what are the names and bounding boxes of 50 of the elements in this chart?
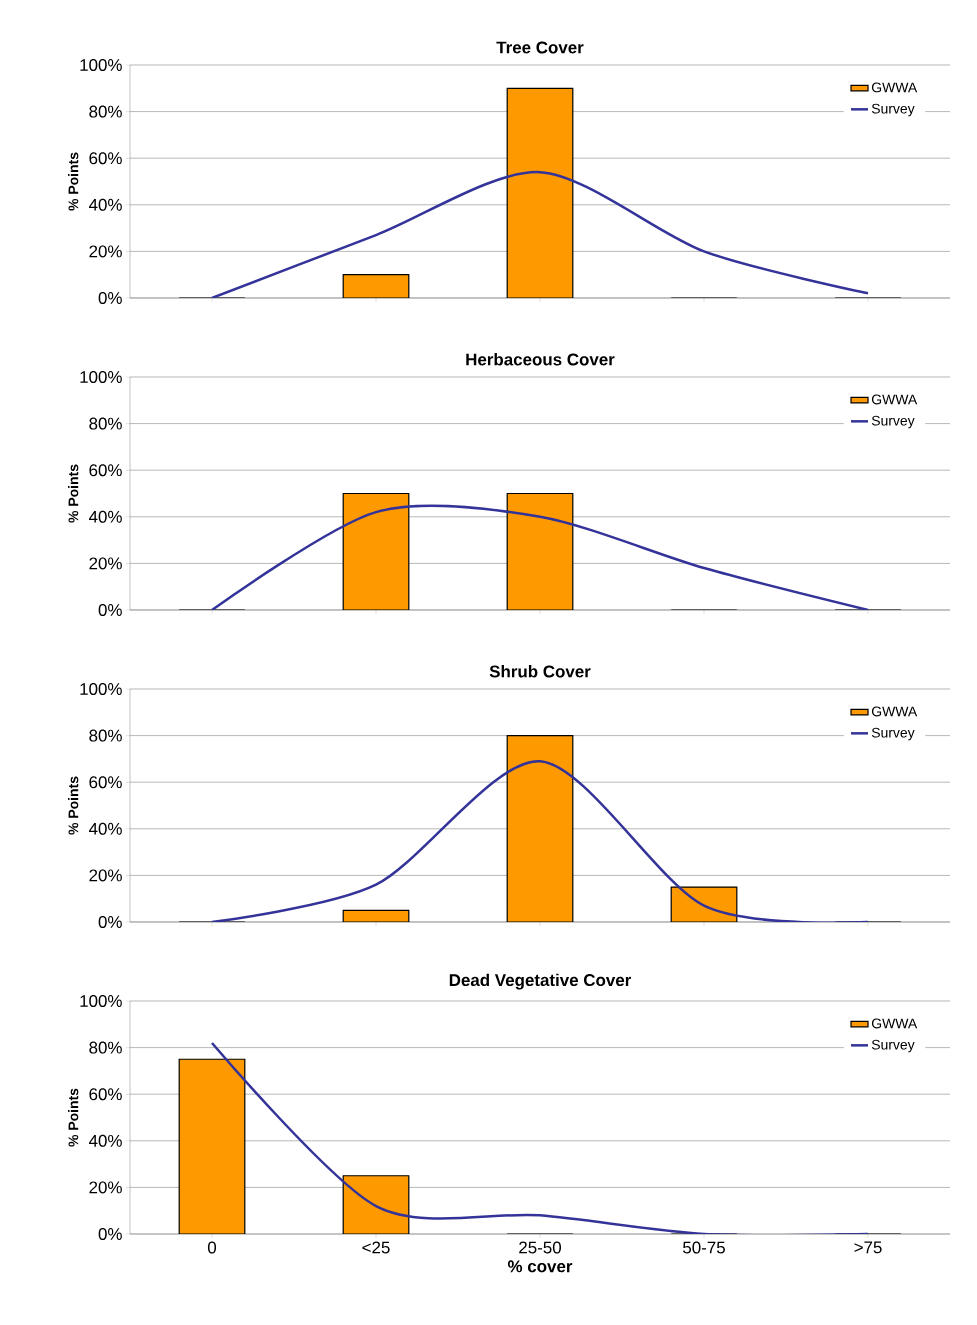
legend-label: GWWA	[871, 82, 918, 93]
chart-title: Shrub Cover	[489, 665, 591, 678]
x-tick-label: <25	[362, 1241, 390, 1254]
y-tick-label: 60%	[89, 464, 122, 477]
y-tick-label: 60%	[89, 776, 122, 789]
x-tick-label: 25-50	[519, 1241, 561, 1254]
x-tick-label: 50-75	[683, 1241, 725, 1254]
bar	[506, 734, 574, 922]
legend-label: Survey	[871, 727, 915, 741]
y-tick-label: 40%	[88, 510, 122, 523]
y-tick-label: 20%	[89, 245, 122, 258]
legend-label: GWWA	[871, 394, 918, 405]
y-tick-label: 40%	[88, 198, 122, 211]
y-tick-label: 80%	[89, 105, 122, 118]
y-tick-label: 60%	[89, 1088, 122, 1101]
y-axis-title: % Points	[68, 1088, 79, 1147]
y-tick-label: 0%	[98, 1228, 122, 1240]
y-tick-label: 0%	[98, 603, 122, 616]
chart-title: Dead Vegetative Cover	[449, 973, 632, 990]
y-axis-title: % Points	[68, 776, 79, 835]
legend-label: GWWA	[871, 1018, 918, 1029]
y-tick-label: 100%	[80, 370, 122, 383]
y-axis-title: % Points	[68, 152, 79, 211]
line-series	[210, 759, 870, 922]
y-tick-label: 40%	[88, 822, 122, 835]
x-tick-label: 0	[207, 1241, 217, 1254]
y-tick-label: 80%	[89, 729, 122, 742]
chart-title: Tree Cover	[496, 41, 584, 54]
y-tick-label: 80%	[89, 1041, 122, 1054]
legend-label: Survey	[871, 415, 915, 429]
y-tick-label: 0%	[98, 291, 122, 304]
y-axis-title: % Points	[68, 464, 79, 523]
y-tick-label: 20%	[89, 1181, 122, 1194]
y-tick-label: 20%	[89, 869, 122, 882]
line-series	[210, 170, 870, 298]
y-tick-label: 100%	[80, 995, 122, 1007]
y-tick-label: 60%	[89, 152, 122, 165]
y-tick-label: 0%	[98, 916, 122, 928]
legend-label: Survey	[871, 1039, 915, 1053]
y-tick-label: 20%	[89, 557, 122, 570]
line-series	[210, 1041, 870, 1234]
x-axis-title: % cover	[507, 1260, 573, 1273]
x-tick-label: >75	[854, 1241, 882, 1254]
chart-title: Herbaceous Cover	[466, 353, 615, 366]
y-tick-label: 40%	[88, 1134, 122, 1147]
y-tick-label: 100%	[80, 682, 122, 695]
legend-label: Survey	[871, 103, 915, 117]
y-tick-label: 80%	[89, 417, 122, 430]
legend-label: GWWA	[871, 706, 918, 717]
y-tick-label: 100%	[80, 58, 122, 71]
